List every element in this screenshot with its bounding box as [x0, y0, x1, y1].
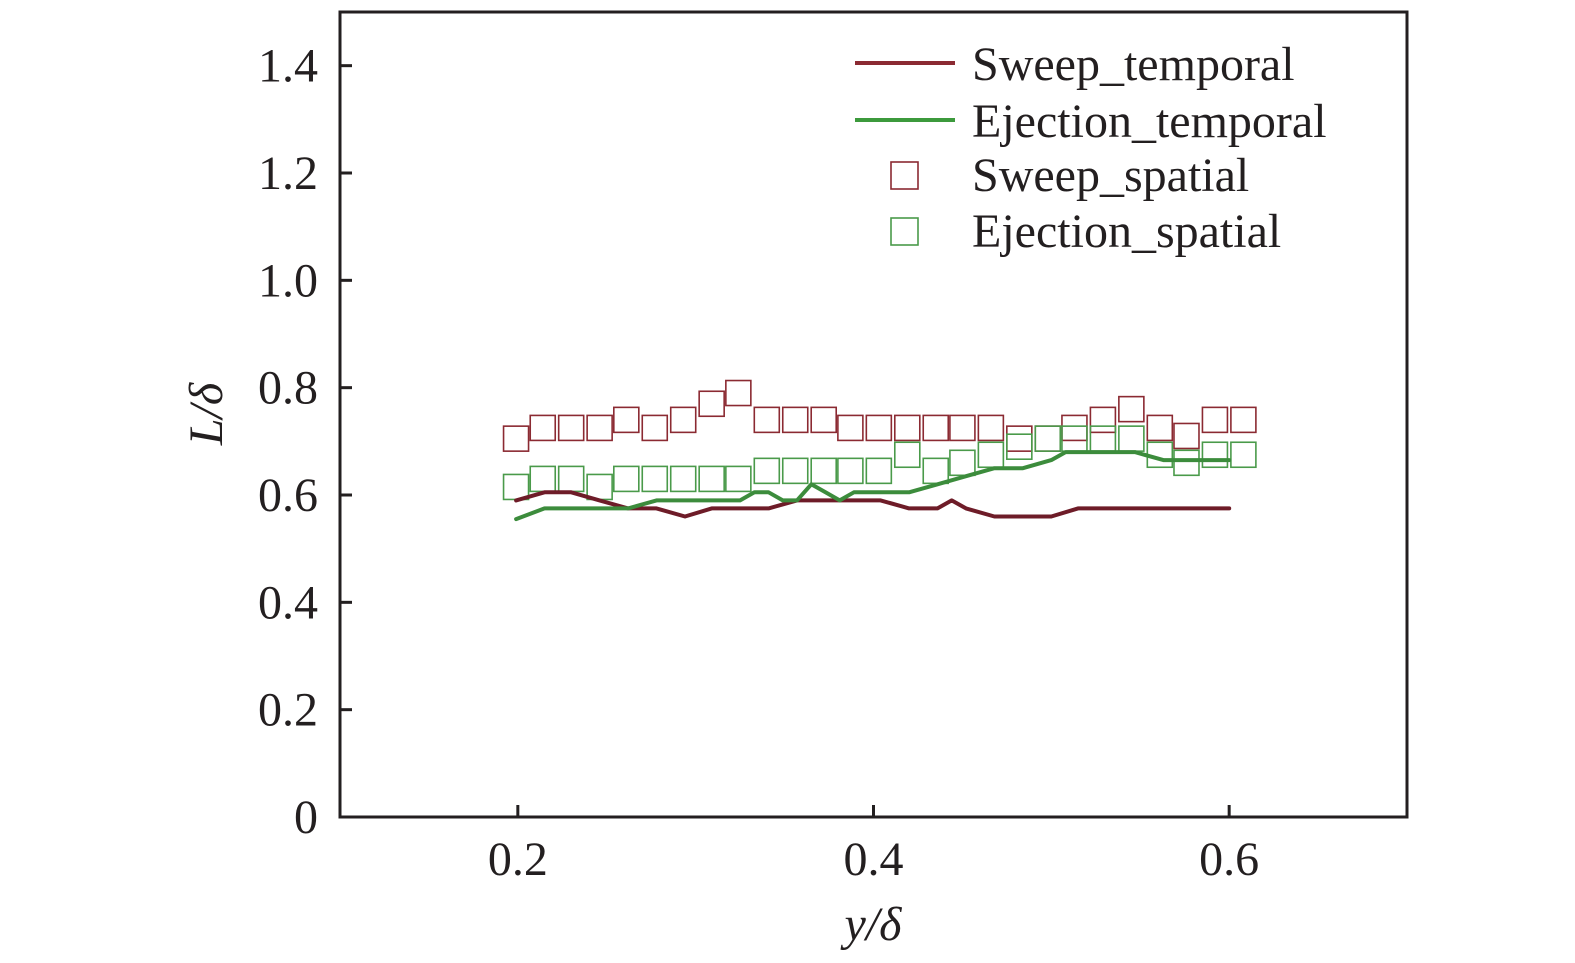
- series-line-sweep-temporal: [514, 490, 1232, 519]
- point-sweep-spatial: [557, 414, 585, 442]
- point-ejection-spatial: [641, 465, 669, 493]
- point-ejection-spatial: [529, 465, 557, 493]
- point-sweep-spatial: [781, 406, 809, 434]
- point-sweep-spatial: [1089, 406, 1117, 434]
- y-tick-label: 0.8: [258, 362, 318, 415]
- point-sweep-spatial: [949, 414, 976, 442]
- point-sweep-spatial: [529, 414, 557, 442]
- point-ejection-spatial: [1173, 449, 1200, 477]
- point-sweep-spatial: [586, 414, 613, 442]
- point-ejection-spatial: [1034, 425, 1062, 452]
- point-sweep-spatial: [865, 414, 893, 442]
- legend-label-ejection-spatial: Ejection_spatial: [972, 205, 1281, 258]
- point-sweep-spatial: [1061, 414, 1088, 442]
- point-sweep-spatial: [810, 406, 838, 434]
- point-ejection-spatial: [1201, 441, 1229, 469]
- point-sweep-spatial: [669, 406, 697, 434]
- point-sweep-spatial: [1146, 414, 1174, 442]
- point-ejection-spatial: [922, 457, 950, 485]
- point-sweep-spatial: [641, 414, 669, 442]
- y-axis-title: L/δ: [180, 382, 233, 446]
- point-ejection-spatial: [1061, 425, 1088, 452]
- series-ejection-spatial: [502, 425, 1257, 501]
- x-axis-ticks: 0.2 0.4 0.6: [488, 805, 1259, 886]
- x-tick-label: 0.6: [1199, 833, 1259, 886]
- y-tick-label: 1.2: [258, 147, 318, 200]
- point-ejection-spatial: [893, 441, 921, 469]
- point-ejection-spatial: [810, 457, 838, 485]
- point-ejection-spatial: [753, 457, 781, 485]
- point-sweep-spatial: [1173, 422, 1200, 450]
- y-tick-label: 0.4: [258, 576, 318, 629]
- point-ejection-spatial: [781, 457, 809, 485]
- point-ejection-spatial: [977, 441, 1005, 469]
- point-sweep-spatial: [613, 406, 640, 434]
- point-ejection-spatial: [949, 449, 976, 477]
- point-ejection-spatial: [698, 465, 725, 493]
- x-tick-label: 0.4: [844, 833, 904, 886]
- series-layer: [502, 379, 1257, 522]
- y-tick-label: 0.2: [258, 684, 318, 737]
- point-sweep-spatial: [725, 379, 752, 407]
- point-ejection-spatial: [1230, 441, 1257, 469]
- point-ejection-spatial: [557, 465, 585, 493]
- point-sweep-spatial: [698, 390, 725, 418]
- legend-label-sweep-spatial: Sweep_spatial: [972, 149, 1249, 202]
- point-ejection-spatial: [669, 465, 697, 493]
- legend-swatch-ejection-spatial: [890, 217, 919, 246]
- point-sweep-spatial: [753, 406, 781, 434]
- point-sweep-spatial: [922, 414, 950, 442]
- y-tick-label: 1.4: [258, 40, 318, 93]
- point-sweep-spatial: [502, 425, 530, 452]
- point-ejection-spatial: [586, 473, 613, 501]
- point-ejection-spatial: [725, 465, 752, 493]
- series-line-ejection-temporal: [514, 450, 1232, 522]
- point-sweep-spatial: [1006, 425, 1033, 452]
- point-ejection-spatial: [1006, 433, 1033, 461]
- point-sweep-spatial: [837, 414, 864, 442]
- legend: Sweep_temporal Ejection_temporal Sweep_s…: [855, 38, 1327, 258]
- point-sweep-spatial: [1034, 425, 1062, 452]
- x-tick-label: 0.2: [488, 833, 548, 886]
- y-tick-label: 0: [294, 791, 318, 844]
- point-ejection-spatial: [502, 473, 530, 501]
- point-ejection-spatial: [1118, 425, 1145, 452]
- point-ejection-spatial: [1089, 425, 1117, 452]
- legend-label-ejection-temporal: Ejection_temporal: [972, 95, 1327, 148]
- legend-swatch-sweep-spatial: [890, 161, 919, 190]
- y-tick-label: 0.6: [258, 469, 318, 522]
- y-tick-label: 1.0: [258, 254, 318, 307]
- point-ejection-spatial: [837, 457, 864, 485]
- legend-label-sweep-temporal: Sweep_temporal: [972, 38, 1295, 91]
- series-sweep-spatial: [502, 379, 1257, 452]
- point-ejection-spatial: [613, 465, 640, 493]
- point-sweep-spatial: [1118, 395, 1145, 423]
- point-sweep-spatial: [977, 414, 1005, 442]
- x-axis-title: y/δ: [840, 898, 903, 951]
- point-sweep-spatial: [1230, 406, 1257, 434]
- y-axis-ticks: 0 0.2 0.4 0.6 0.8 1.0 1.2 1.4: [258, 40, 352, 844]
- point-ejection-spatial: [865, 457, 893, 485]
- point-sweep-spatial: [1201, 406, 1229, 434]
- point-sweep-spatial: [893, 414, 921, 442]
